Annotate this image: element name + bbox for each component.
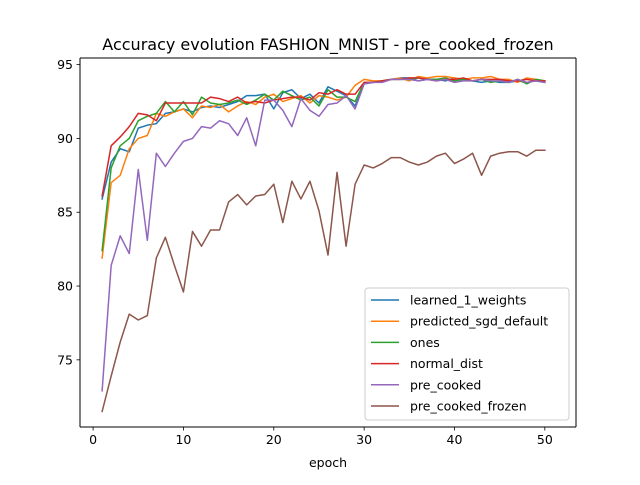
- legend-label-normal-dist: normal_dist: [410, 356, 483, 371]
- series-line-pre-cooked: [101, 78, 546, 392]
- x-tick-label: 10: [175, 432, 191, 447]
- y-axis-ticks: 75 80 85 90 95: [57, 57, 80, 367]
- legend-label-learned-1-weights: learned_1_weights: [410, 293, 526, 308]
- legend: learned_1_weights predicted_sgd_defaulton…: [364, 287, 570, 421]
- legend-frame: [364, 287, 570, 421]
- x-tick-label: 30: [356, 432, 372, 447]
- x-axis-ticks: 0 10 20 30 40 50: [89, 427, 553, 447]
- x-tick-label: 50: [537, 432, 553, 447]
- legend-label-predicted-sgd-default: predicted_sgd_default: [410, 314, 548, 329]
- x-tick-label: 40: [447, 432, 463, 447]
- legend-items: learned_1_weights predicted_sgd_defaulton…: [371, 293, 548, 414]
- y-tick-label: 80: [57, 279, 73, 294]
- series-line-pre-cooked-frozen: [101, 149, 546, 413]
- x-axis-label: epoch: [309, 455, 347, 470]
- legend-label-pre-cooked-frozen: pre_cooked_frozen: [410, 399, 527, 414]
- legend-label-pre-cooked: pre_cooked: [410, 377, 481, 392]
- legend-label-ones: ones: [410, 335, 440, 350]
- y-tick-label: 95: [57, 57, 73, 72]
- y-tick-label: 75: [57, 352, 73, 367]
- x-tick-label: 0: [89, 432, 97, 447]
- chart-title: Accuracy evolution FASHION_MNIST - pre_c…: [102, 35, 553, 55]
- series-group: [101, 75, 546, 413]
- x-tick-label: 20: [266, 432, 282, 447]
- y-tick-label: 85: [57, 205, 73, 220]
- axes-spines: [79, 57, 577, 428]
- y-tick-label: 90: [57, 131, 73, 146]
